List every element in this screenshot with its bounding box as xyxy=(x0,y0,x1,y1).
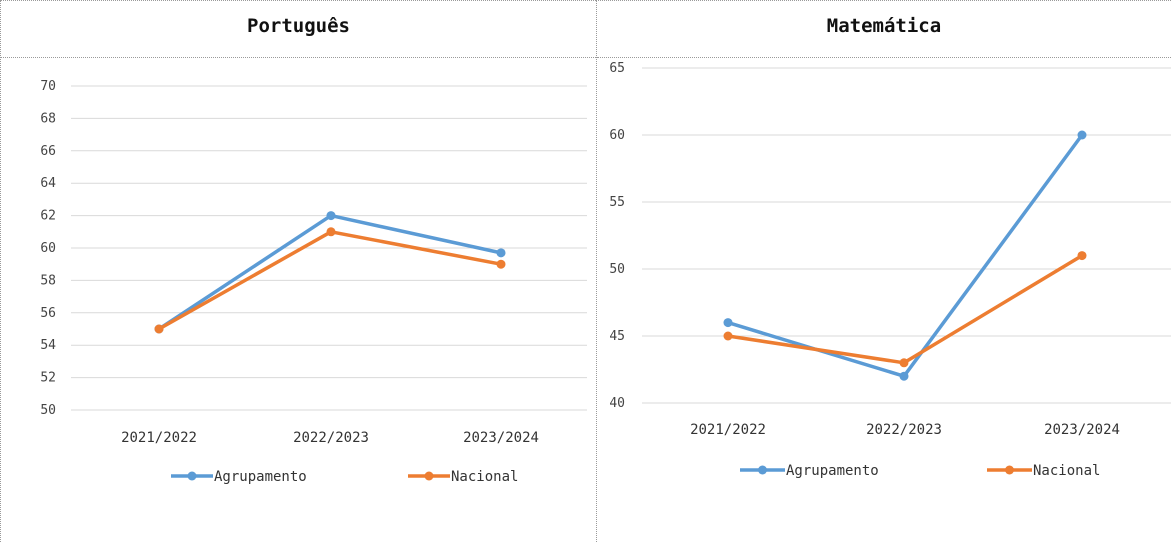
legend-label: Agrupamento xyxy=(214,469,307,485)
y-tick-label: 68 xyxy=(40,111,56,126)
data-point xyxy=(497,248,506,257)
y-tick-label: 60 xyxy=(609,128,625,143)
data-point xyxy=(1078,251,1087,260)
y-tick-label: 60 xyxy=(40,241,56,256)
y-tick-label: 45 xyxy=(609,329,625,344)
y-tick-label: 70 xyxy=(40,79,56,94)
legend-label: Nacional xyxy=(451,469,518,485)
y-tick-label: 62 xyxy=(40,209,56,224)
y-tick-label: 55 xyxy=(609,195,625,210)
y-tick-label: 58 xyxy=(40,273,56,288)
x-tick-label: 2022/2023 xyxy=(866,422,942,438)
legend-label: Nacional xyxy=(1033,463,1100,479)
x-tick-label: 2023/2024 xyxy=(1044,422,1120,438)
y-tick-label: 56 xyxy=(40,306,56,321)
x-tick-label: 2022/2023 xyxy=(293,430,369,446)
y-tick-label: 64 xyxy=(40,176,56,191)
data-point xyxy=(724,332,733,341)
y-tick-label: 52 xyxy=(40,371,56,386)
legend-marker xyxy=(1005,466,1014,475)
chart-matematica: 40 45 50 55 60 65 2021/2022 2022/2023 2023/2024 A… xyxy=(597,1,1171,543)
data-point xyxy=(900,358,909,367)
data-point xyxy=(900,372,909,381)
y-tick-label: 54 xyxy=(40,338,56,353)
data-point xyxy=(724,318,733,327)
y-tick-label: 65 xyxy=(609,61,625,76)
y-tick-label: 40 xyxy=(609,396,625,411)
data-point xyxy=(155,325,164,334)
series-line-nacional xyxy=(728,256,1082,363)
series-line-agrupamento xyxy=(728,135,1082,376)
legend-label: Agrupamento xyxy=(786,463,879,479)
data-point xyxy=(327,211,336,220)
x-tick-label: 2021/2022 xyxy=(121,430,197,446)
data-point xyxy=(497,260,506,269)
legend-marker xyxy=(758,466,767,475)
chart-panel-matematica: Matemática 40 45 50 55 60 65 2021/2022 2022/202… xyxy=(596,0,1171,542)
legend-marker xyxy=(188,472,197,481)
chart-portugues: 50 52 54 56 58 60 62 64 66 68 70 2021/2022 2022/2023… xyxy=(1,1,597,543)
data-point xyxy=(327,227,336,236)
y-tick-label: 50 xyxy=(40,403,56,418)
data-point xyxy=(1078,131,1087,140)
x-tick-label: 2021/2022 xyxy=(690,422,766,438)
x-tick-label: 2023/2024 xyxy=(463,430,539,446)
y-tick-label: 66 xyxy=(40,144,56,159)
legend-marker xyxy=(425,472,434,481)
y-tick-label: 50 xyxy=(609,262,625,277)
chart-panel-portugues: Português 50 52 54 56 58 60 62 64 66 68 70 2021/202… xyxy=(0,0,596,542)
